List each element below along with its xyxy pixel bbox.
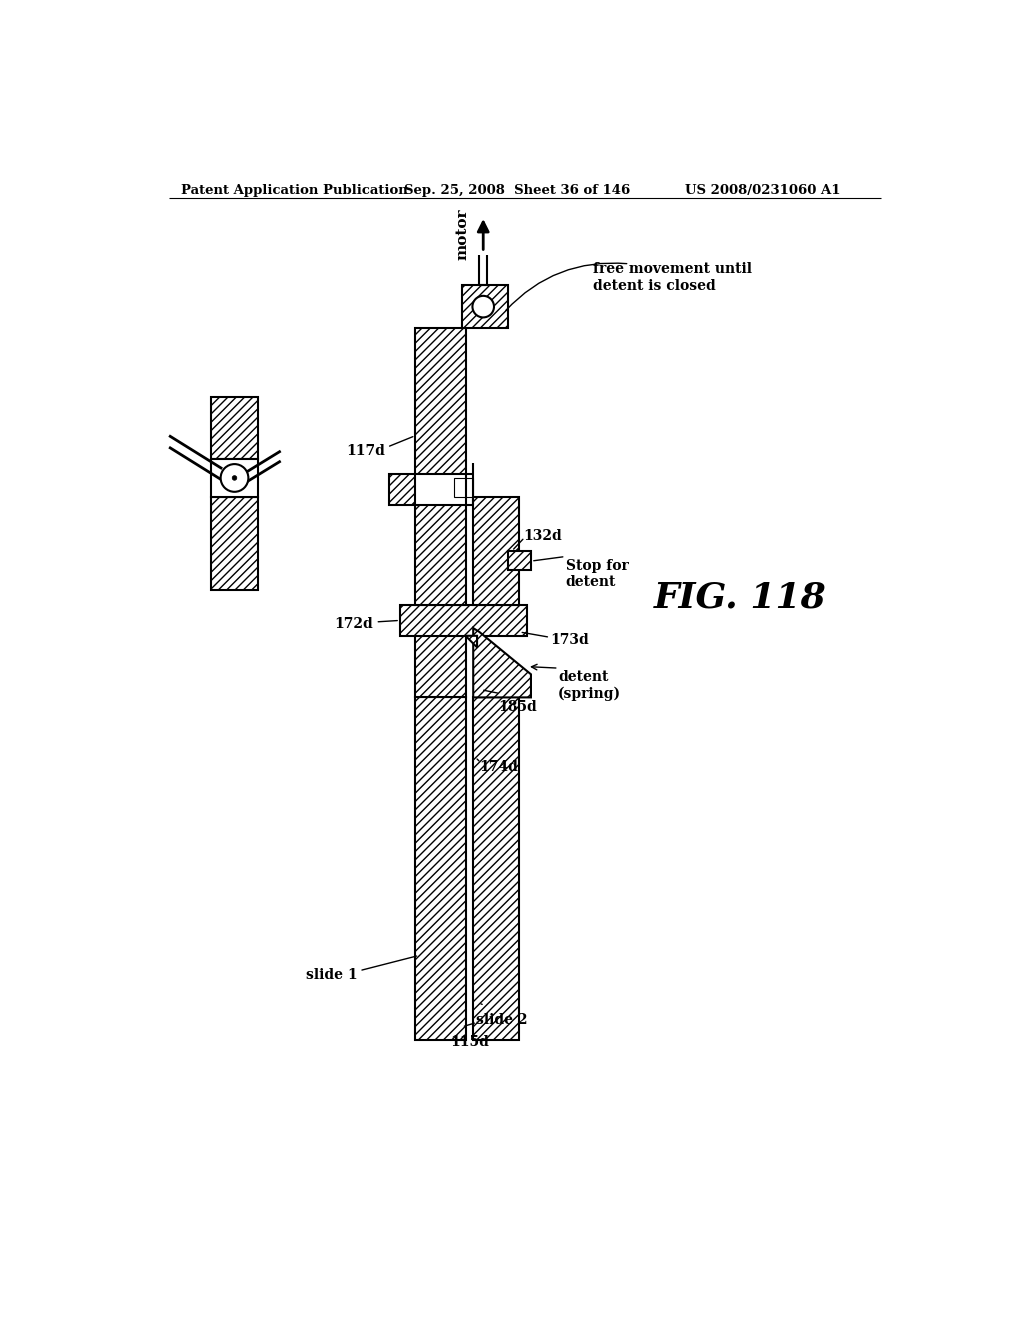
Bar — [473, 498, 519, 605]
Bar — [454, 478, 473, 498]
Bar — [473, 697, 519, 1040]
Text: slide 2: slide 2 — [475, 1014, 527, 1027]
Bar — [462, 285, 508, 327]
Bar — [211, 459, 258, 498]
Bar — [416, 504, 466, 605]
Text: 173d: 173d — [550, 632, 589, 647]
Text: 115d: 115d — [451, 1035, 489, 1048]
Text: 172d: 172d — [335, 618, 373, 631]
Bar — [211, 498, 258, 590]
Text: 185d: 185d — [498, 700, 537, 714]
Text: Patent Application Publication: Patent Application Publication — [180, 183, 408, 197]
Text: FIG. 118: FIG. 118 — [654, 581, 827, 614]
Circle shape — [220, 465, 249, 492]
Text: US 2008/0231060 A1: US 2008/0231060 A1 — [685, 183, 841, 197]
Circle shape — [232, 475, 237, 480]
Bar — [508, 552, 531, 570]
Text: 132d: 132d — [523, 529, 562, 543]
Text: motor: motor — [456, 209, 469, 260]
Text: slide 1: slide 1 — [306, 968, 357, 982]
Bar — [211, 397, 258, 459]
Text: Stop for
detent: Stop for detent — [565, 558, 629, 589]
Text: 117d: 117d — [346, 444, 385, 458]
Bar — [416, 697, 466, 1040]
Bar — [388, 474, 416, 506]
Bar — [416, 327, 466, 474]
Circle shape — [472, 296, 494, 317]
Text: free movement until
detent is closed: free movement until detent is closed — [593, 263, 752, 293]
Polygon shape — [466, 636, 477, 647]
Text: 174d: 174d — [479, 760, 518, 774]
Polygon shape — [473, 628, 531, 697]
Bar — [416, 628, 466, 697]
Bar — [400, 605, 527, 636]
Text: Sep. 25, 2008  Sheet 36 of 146: Sep. 25, 2008 Sheet 36 of 146 — [403, 183, 630, 197]
Text: detent
(spring): detent (spring) — [558, 671, 621, 701]
